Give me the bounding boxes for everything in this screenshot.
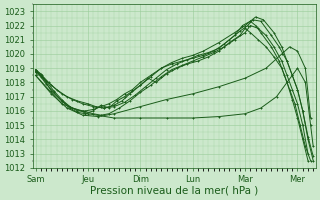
X-axis label: Pression niveau de la mer( hPa ): Pression niveau de la mer( hPa ): [90, 186, 259, 196]
